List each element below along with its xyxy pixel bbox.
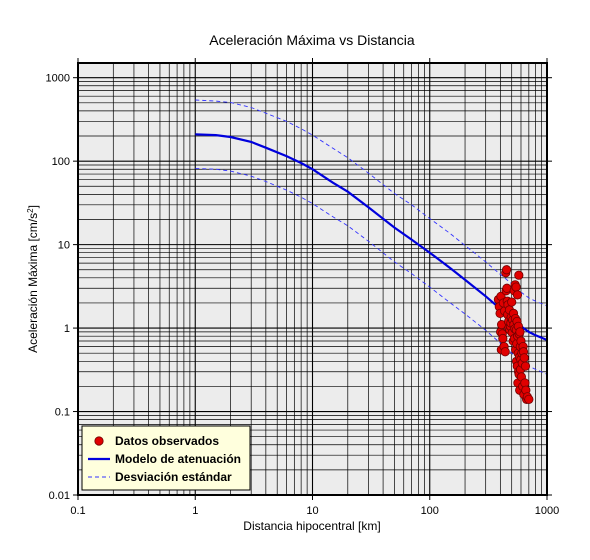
y-tick-label: 10 [58,240,70,252]
x-tick-label: 100 [421,505,439,517]
legend-label: Datos observados [115,434,219,448]
legend-label: Modelo de atenuación [115,452,241,466]
y-tick-label: 0.1 [55,407,70,419]
observed-data-point [501,265,512,275]
observed-data-point [500,347,510,357]
observed-data-point [515,327,525,337]
y-axis-title-superscript: 2 [26,208,35,213]
observed-data-point [514,270,524,280]
observed-data-point [524,394,534,404]
observed-data-point [519,353,529,363]
legend-label: Desviación estándar [115,470,232,484]
y-axis-title: Aceleración Máxima [cm/s2] [26,205,41,353]
y-tick-label: 1 [64,323,70,335]
legend-marker-observed [94,436,104,446]
observed-data-point [507,297,517,307]
std-upper-line [195,99,548,307]
y-tick-label: 100 [52,156,70,168]
chart-title: Aceleración Máxima vs Distancia [209,32,415,48]
x-tick-label: 1 [192,505,198,517]
y-axis-title-close: ] [26,205,40,208]
x-tick-label: 10 [306,505,318,517]
y-tick-label: 0.01 [49,490,70,502]
observed-data-point [511,282,521,292]
x-tick-label: 1000 [535,505,559,517]
observed-data-point [520,361,531,371]
legend: Datos observados Modelo de atenuación Desv… [81,425,251,491]
x-tick-label: 0.1 [70,505,85,517]
y-axis-title-main: Aceleración Máxima [cm/s [26,213,40,353]
x-axis-title: Distancia hipocentral [km] [243,519,380,533]
y-tick-label: 1000 [46,73,70,85]
observed-data-point [498,333,508,344]
std-lower-line [195,167,548,375]
observed-data-point [512,290,523,300]
